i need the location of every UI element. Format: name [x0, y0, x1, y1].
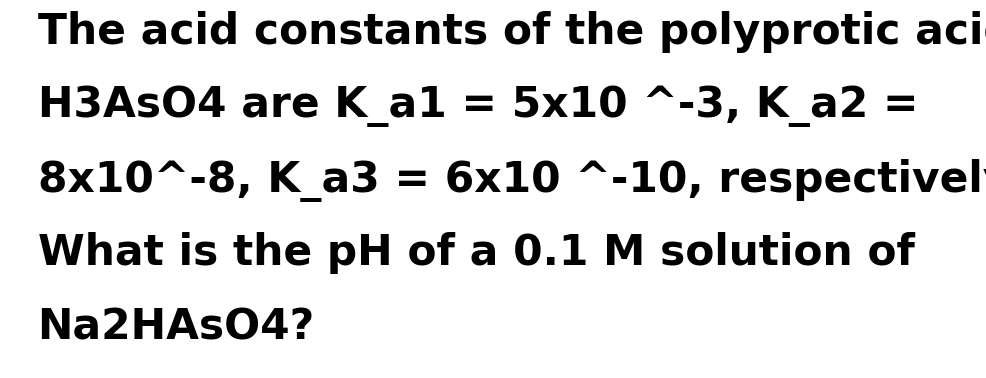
Text: H3AsO4 are K_a1 = 5x10 ^-3, K_a2 =: H3AsO4 are K_a1 = 5x10 ^-3, K_a2 = [37, 85, 917, 127]
Text: The acid constants of the polyprotic acid: The acid constants of the polyprotic aci… [37, 11, 986, 53]
Text: Na2HAsO4?: Na2HAsO4? [37, 306, 315, 348]
Text: What is the pH of a 0.1 M solution of: What is the pH of a 0.1 M solution of [37, 232, 913, 274]
Text: 8x10^-8, K_a3 = 6x10 ^-10, respectively.: 8x10^-8, K_a3 = 6x10 ^-10, respectively. [37, 159, 986, 202]
